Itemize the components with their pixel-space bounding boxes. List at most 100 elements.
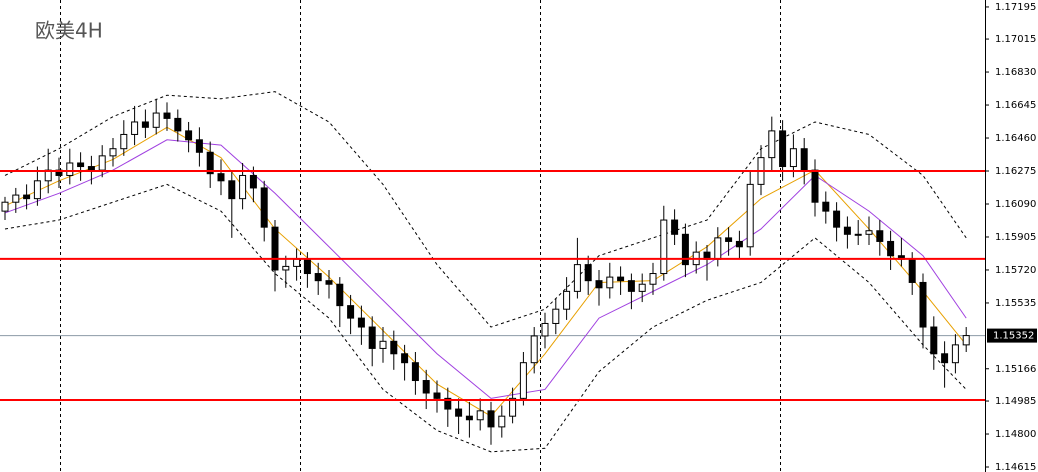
y-tick-label: 1.16645 bbox=[995, 100, 1036, 111]
y-tick-label: 1.15166 bbox=[995, 364, 1036, 375]
candle-body bbox=[293, 258, 301, 267]
candle-body bbox=[368, 326, 376, 349]
candle bbox=[552, 298, 560, 335]
current-price-label: 1.15352 bbox=[993, 331, 1034, 342]
candle bbox=[185, 121, 193, 153]
candle bbox=[260, 180, 268, 242]
candle bbox=[887, 230, 895, 270]
candle bbox=[584, 255, 592, 295]
candle-body bbox=[174, 117, 182, 132]
bollinger-band bbox=[4, 91, 967, 328]
candle bbox=[282, 255, 290, 288]
candle-body bbox=[455, 408, 463, 417]
candle bbox=[444, 387, 452, 427]
candle bbox=[822, 191, 830, 224]
candle bbox=[487, 401, 495, 445]
candle bbox=[141, 109, 149, 139]
candle-body bbox=[951, 344, 959, 364]
candle-body bbox=[617, 276, 625, 282]
candle bbox=[930, 316, 938, 370]
candle bbox=[1, 196, 9, 221]
candle-body bbox=[487, 410, 495, 428]
candle-body bbox=[725, 237, 733, 242]
candle-body bbox=[671, 219, 679, 235]
candle bbox=[357, 305, 365, 345]
candle bbox=[573, 237, 581, 299]
candle bbox=[195, 127, 203, 167]
candle bbox=[941, 341, 949, 388]
candle-body bbox=[249, 174, 257, 189]
candle bbox=[563, 277, 571, 320]
candle bbox=[519, 351, 527, 406]
candle-body bbox=[779, 130, 787, 168]
candle bbox=[735, 230, 743, 260]
candle bbox=[336, 277, 344, 328]
candle-body bbox=[109, 148, 117, 157]
candle bbox=[422, 369, 430, 410]
candle-body bbox=[865, 230, 873, 235]
candle-body bbox=[962, 335, 970, 346]
candle bbox=[476, 398, 484, 431]
candle bbox=[131, 105, 139, 146]
candle-body bbox=[314, 273, 322, 282]
candle bbox=[595, 269, 603, 306]
candle bbox=[725, 227, 733, 256]
candle-body bbox=[347, 305, 355, 319]
candle-body bbox=[843, 226, 851, 235]
y-tick-label: 1.16275 bbox=[995, 166, 1036, 177]
y-tick-label: 1.14985 bbox=[995, 396, 1036, 407]
candle-body bbox=[379, 340, 387, 349]
candle-body bbox=[66, 162, 74, 176]
candle-body bbox=[833, 210, 841, 228]
candle bbox=[638, 273, 646, 303]
candle bbox=[379, 327, 387, 363]
candle-body bbox=[98, 155, 106, 171]
candle bbox=[368, 316, 376, 367]
candle-body bbox=[919, 281, 927, 328]
candle bbox=[163, 102, 171, 131]
candle bbox=[509, 387, 517, 424]
candle bbox=[660, 205, 668, 281]
candle-body bbox=[325, 280, 333, 285]
candle-body bbox=[563, 290, 571, 310]
candle-body bbox=[519, 362, 527, 399]
candle-body bbox=[206, 151, 214, 175]
candle-body bbox=[476, 410, 484, 421]
candle-body bbox=[336, 283, 344, 307]
candle bbox=[627, 273, 635, 310]
candle-body bbox=[465, 415, 473, 421]
candle bbox=[152, 98, 160, 135]
candle bbox=[854, 220, 862, 246]
candle-body bbox=[595, 280, 603, 289]
y-tick-label: 1.16460 bbox=[995, 133, 1036, 144]
y-tick-label: 1.16830 bbox=[995, 67, 1036, 78]
candle bbox=[12, 187, 20, 213]
candle-body bbox=[789, 148, 797, 168]
candle-body bbox=[87, 166, 95, 171]
candle-body bbox=[800, 148, 808, 171]
candle bbox=[649, 262, 657, 295]
candle bbox=[541, 312, 549, 349]
bollinger-band bbox=[4, 183, 967, 453]
candle-body bbox=[1, 201, 9, 212]
candle-body bbox=[552, 308, 560, 324]
candle-body bbox=[681, 233, 689, 266]
candle bbox=[746, 170, 754, 256]
candle-body bbox=[627, 280, 635, 292]
candle-body bbox=[422, 380, 430, 394]
candle bbox=[768, 116, 776, 171]
candle-body bbox=[444, 397, 452, 410]
y-tick-label: 1.14800 bbox=[995, 429, 1036, 440]
y-tick-label: 1.17015 bbox=[995, 34, 1036, 45]
candle-body bbox=[411, 362, 419, 382]
candle-body bbox=[33, 180, 41, 200]
candle-body bbox=[195, 139, 203, 153]
candle bbox=[314, 262, 322, 295]
candle bbox=[66, 148, 74, 185]
candle-body bbox=[930, 326, 938, 355]
candle bbox=[120, 120, 128, 156]
candle-body bbox=[908, 258, 916, 283]
candle-body bbox=[120, 133, 128, 150]
candle-body bbox=[152, 112, 160, 128]
candle-body bbox=[303, 258, 311, 275]
